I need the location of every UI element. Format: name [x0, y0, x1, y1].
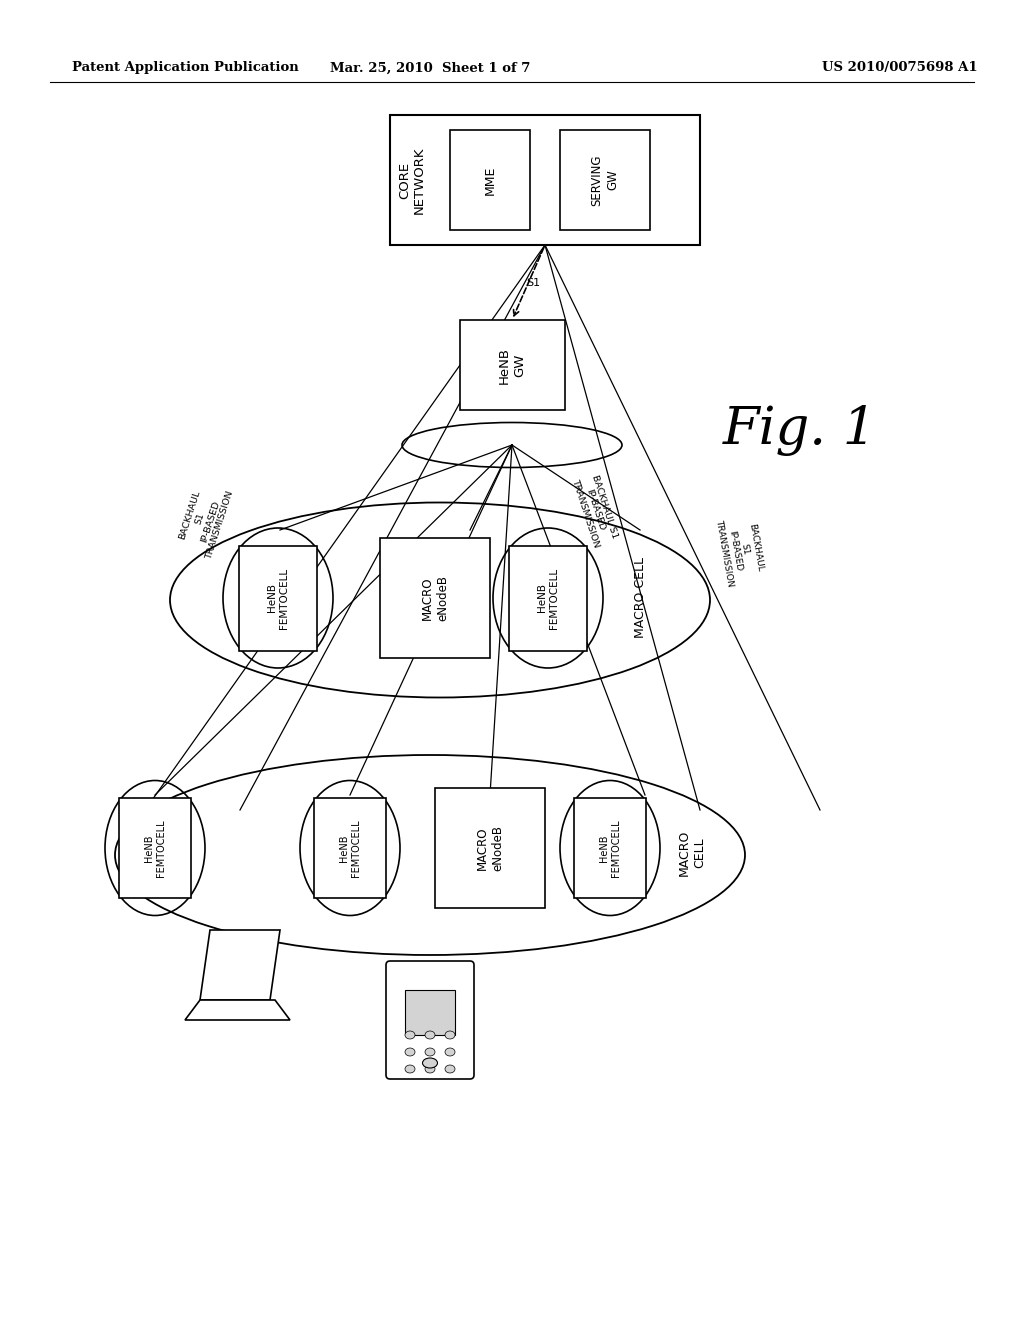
- Text: Mar. 25, 2010  Sheet 1 of 7: Mar. 25, 2010 Sheet 1 of 7: [330, 62, 530, 74]
- Polygon shape: [185, 1001, 290, 1020]
- Ellipse shape: [445, 1031, 455, 1039]
- Bar: [239, 545, 317, 651]
- Text: MACRO
eNodeB: MACRO eNodeB: [421, 576, 450, 620]
- Text: HeNB
FEMTOCELL: HeNB FEMTOCELL: [599, 820, 622, 876]
- Text: HeNB
GW: HeNB GW: [498, 346, 526, 384]
- Text: CORE
NETWORK: CORE NETWORK: [398, 147, 426, 214]
- Bar: [574, 799, 646, 898]
- Text: Patent Application Publication: Patent Application Publication: [72, 62, 299, 74]
- Ellipse shape: [425, 1048, 435, 1056]
- Bar: [380, 539, 490, 657]
- Text: MACRO CELL: MACRO CELL: [634, 557, 646, 639]
- Ellipse shape: [445, 1048, 455, 1056]
- Text: HeNB
FEMTOCELL: HeNB FEMTOCELL: [339, 820, 361, 876]
- Text: HeNB
FEMTOCELL: HeNB FEMTOCELL: [267, 568, 289, 628]
- Ellipse shape: [406, 1031, 415, 1039]
- Bar: [509, 545, 587, 651]
- Text: BACKHAUL S1
IP-BASED
TRANSMISSION: BACKHAUL S1 IP-BASED TRANSMISSION: [569, 471, 621, 549]
- Text: Fig. 1: Fig. 1: [723, 404, 878, 455]
- Text: BACKHAUL
S1
IP-BASED
TRANSMISSION: BACKHAUL S1 IP-BASED TRANSMISSION: [175, 479, 236, 560]
- Ellipse shape: [406, 1065, 415, 1073]
- Text: MACRO
CELL: MACRO CELL: [678, 830, 706, 876]
- Text: US 2010/0075698 A1: US 2010/0075698 A1: [822, 62, 978, 74]
- Ellipse shape: [425, 1065, 435, 1073]
- Bar: [460, 319, 564, 411]
- Text: HeNB
FEMTOCELL: HeNB FEMTOCELL: [143, 820, 166, 876]
- Ellipse shape: [445, 1065, 455, 1073]
- Ellipse shape: [423, 1059, 437, 1068]
- Ellipse shape: [425, 1031, 435, 1039]
- Bar: [435, 788, 545, 908]
- Bar: [406, 990, 455, 1035]
- Text: S1: S1: [526, 277, 540, 288]
- Bar: [560, 129, 650, 230]
- Bar: [314, 799, 386, 898]
- FancyBboxPatch shape: [386, 961, 474, 1078]
- Bar: [450, 129, 530, 230]
- Text: SERVING
GW: SERVING GW: [591, 154, 620, 206]
- Polygon shape: [200, 931, 280, 1001]
- Ellipse shape: [406, 1048, 415, 1056]
- Bar: [390, 115, 700, 246]
- Text: MACRO
eNodeB: MACRO eNodeB: [475, 825, 505, 871]
- Bar: [119, 799, 191, 898]
- Text: MME: MME: [483, 165, 497, 194]
- Text: HeNB
FEMTOCELL: HeNB FEMTOCELL: [537, 568, 559, 628]
- Text: BACKHAUL
S1
IP-BASED
TRANSMISSION: BACKHAUL S1 IP-BASED TRANSMISSION: [715, 513, 766, 587]
